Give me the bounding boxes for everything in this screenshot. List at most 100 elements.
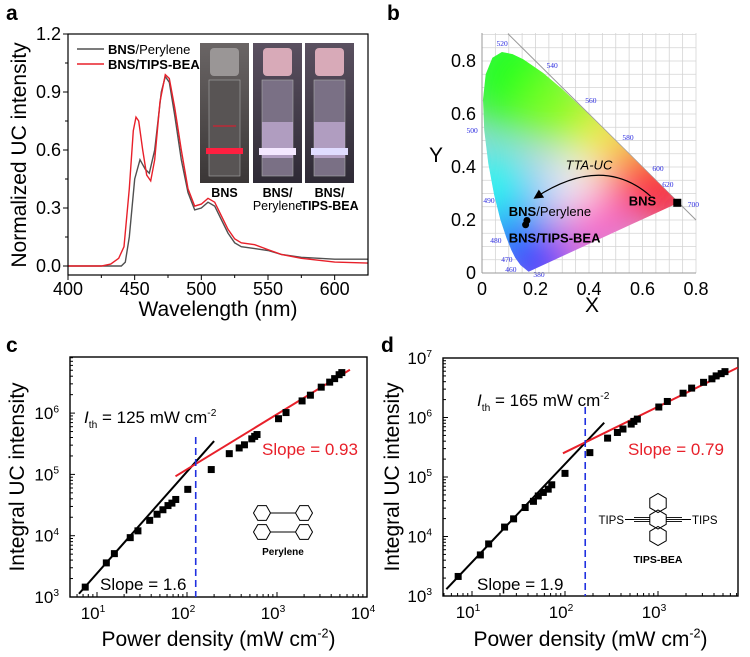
x-tick-label: 103 <box>261 604 286 623</box>
text-part: 490 <box>483 196 495 205</box>
text-part: BNS <box>509 204 537 219</box>
text-part: /Perylene <box>536 204 591 219</box>
point-bns-tips-bea <box>522 221 530 229</box>
data-point <box>712 372 720 380</box>
x-tick-label: 101 <box>456 603 481 622</box>
y-tick-label: 0.6 <box>451 104 476 124</box>
y-tick-label: 0.4 <box>451 157 476 177</box>
text-part: b <box>387 2 400 25</box>
y-tick-label: 0.8 <box>451 51 476 71</box>
text-part: BNS/TIPS-BEA <box>509 231 601 246</box>
data-point <box>700 378 708 386</box>
wavelength-label: 600 <box>652 164 664 173</box>
text-part: 1 <box>100 604 106 615</box>
wavelength-label: 520 <box>496 39 508 48</box>
text-part: BNS <box>629 193 657 208</box>
panel-a: a 400 450 500 550 600 0.0 0.3 0.6 0.9 1.2 Wavelengt… <box>6 2 369 321</box>
photo-label: TIPS-BEA <box>300 199 358 213</box>
data-point <box>663 397 671 405</box>
text-part: 3 <box>280 604 286 615</box>
wavelength-label: 460 <box>505 265 517 274</box>
substituent-label-left: TIPS <box>598 515 624 527</box>
text-part: 10 <box>407 409 426 428</box>
data-point <box>168 499 176 507</box>
text-part: = 165 mW cm <box>490 391 600 410</box>
wavelength-label: 700 <box>688 200 700 209</box>
text-part: 10 <box>642 603 661 622</box>
text-part: 580 <box>622 133 634 142</box>
text-part: -2 <box>207 408 216 419</box>
data-point <box>721 368 729 376</box>
benzene-ring <box>252 505 272 521</box>
text-part: 10 <box>407 528 426 547</box>
data-point <box>539 488 547 496</box>
text-part: 5 <box>426 468 432 479</box>
text-part: 3 <box>661 603 667 614</box>
text-part: Power density (mW cm <box>101 628 317 651</box>
panel-label-c: c <box>6 334 18 357</box>
plot-frame <box>67 33 369 276</box>
text-part: 4 <box>53 527 59 538</box>
x-axis-label: Power density (mW cm-2) <box>473 627 707 651</box>
text-part: 10 <box>81 604 100 623</box>
y-axis-label: Y <box>429 144 443 167</box>
vial-cap <box>210 48 239 76</box>
text-part: 6 <box>426 409 432 420</box>
plot-frame <box>442 357 739 597</box>
series-line-0 <box>68 74 368 267</box>
tips-bea-structure <box>625 492 691 547</box>
text-part: 3 <box>426 587 432 598</box>
text-part: 450 <box>120 279 150 299</box>
data-point <box>708 375 716 383</box>
data-point <box>331 375 339 383</box>
text-part: = 125 mW cm <box>97 408 207 427</box>
threshold-label: Ith = 125 mW cm-2 <box>84 408 217 431</box>
text-part: -2 <box>689 627 700 641</box>
text-part: d <box>381 334 394 357</box>
slope-label-high-power: Slope = 0.79 <box>628 440 724 459</box>
wavelength-label: 470 <box>501 255 513 264</box>
benzene-ring <box>294 505 314 521</box>
text-part: Wavelength (nm) <box>138 298 297 321</box>
y-tick-label: 0.0 <box>36 256 61 276</box>
text-part: TTA-UC <box>566 158 613 173</box>
text-part: Perylene <box>262 547 304 558</box>
text-part: 10 <box>351 604 370 623</box>
x-axis-label: Wavelength (nm) <box>138 298 297 321</box>
x-tick-label: 500 <box>186 279 216 299</box>
text-part: Integral UC intensity <box>6 382 29 572</box>
text-part: 0.3 <box>36 198 61 218</box>
x-tick-label: 0.4 <box>576 279 601 299</box>
data-point <box>240 441 248 449</box>
y-tick-label: 0.3 <box>36 198 61 218</box>
text-part: 480 <box>490 236 502 245</box>
data-point <box>655 403 663 411</box>
y-axis-label: Integral UC intensity <box>6 382 29 572</box>
text-part: th <box>89 420 98 431</box>
text-part: BNS/ <box>315 186 345 200</box>
data-point <box>548 481 556 489</box>
text-part: 520 <box>496 39 508 48</box>
text-part: Slope = 0.79 <box>628 440 724 459</box>
molecule-name: Perylene <box>262 547 304 558</box>
text-part: BNS/TIPS-BEA <box>108 57 200 72</box>
text-part: 380 <box>533 270 545 279</box>
wavelength-label: 540 <box>546 61 558 70</box>
y-tick-label: 0.9 <box>36 82 61 102</box>
color-blob <box>483 151 527 220</box>
y-tick-label: 105 <box>34 465 59 484</box>
text-part: 4 <box>370 604 376 615</box>
text-part: 1 <box>475 603 481 614</box>
photo-label: BNS/ <box>263 186 293 200</box>
text-part: 10 <box>34 527 53 546</box>
text-part: 10 <box>407 349 426 368</box>
y-tick-label: 104 <box>407 528 432 547</box>
y-tick-label: 0 <box>466 263 476 283</box>
wavelength-label: 480 <box>490 236 502 245</box>
photo-label: Perylene <box>253 199 302 213</box>
photo-label: BNS <box>211 186 237 200</box>
data-point <box>717 370 725 378</box>
data-point <box>476 551 484 559</box>
text-part: a <box>6 2 18 25</box>
